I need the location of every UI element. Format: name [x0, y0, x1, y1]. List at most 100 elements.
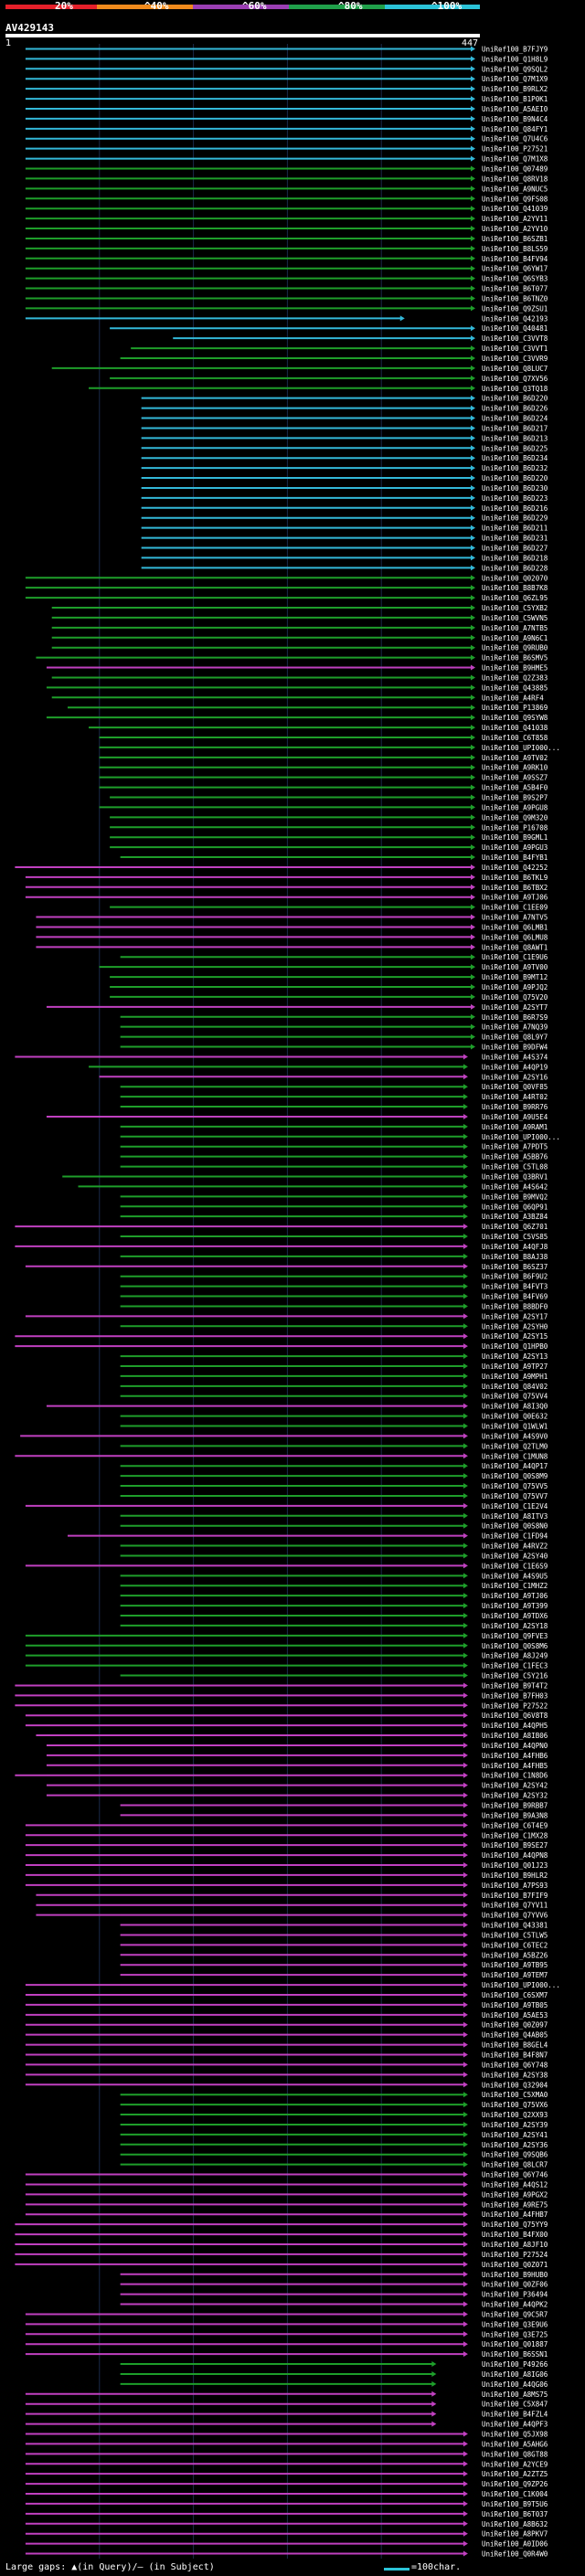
hit-label[interactable]: UniRef100_B4FZL4: [482, 2411, 548, 2419]
hit-label[interactable]: UniRef100_A2SY40: [482, 1552, 548, 1560]
hit-label[interactable]: UniRef100_C3VVR9: [482, 355, 548, 363]
hit-label[interactable]: UniRef100_C1E9U6: [482, 953, 548, 961]
hit-label[interactable]: UniRef100_A5B4F0: [482, 784, 548, 792]
hit-label[interactable]: UniRef100_Q8GT88: [482, 2450, 548, 2458]
hit-label[interactable]: UniRef100_A4FHB5: [482, 1762, 548, 1770]
hit-label[interactable]: UniRef100_B6D211: [482, 525, 548, 533]
hit-label[interactable]: UniRef100_B6D220: [482, 395, 548, 403]
hit-label[interactable]: UniRef100_A4S374: [482, 1053, 548, 1061]
hit-label[interactable]: UniRef100_Q8RV18: [482, 175, 548, 183]
hit-label[interactable]: UniRef100_B6SZB1: [482, 235, 548, 243]
hit-label[interactable]: UniRef100_A2SY39: [482, 2121, 548, 2129]
hit-label[interactable]: UniRef100_A2YCE9: [482, 2460, 548, 2468]
hit-label[interactable]: UniRef100_Q0S8M6: [482, 1642, 548, 1650]
hit-label[interactable]: UniRef100_A4QPK2: [482, 2301, 548, 2309]
hit-label[interactable]: UniRef100_Q8LUC7: [482, 365, 548, 373]
hit-label[interactable]: UniRef100_Q1HPB0: [482, 1342, 548, 1351]
hit-label[interactable]: UniRef100_C3VVT8: [482, 334, 548, 343]
hit-label[interactable]: UniRef100_A8B632: [482, 2520, 548, 2528]
hit-label[interactable]: UniRef100_A7PS93: [482, 1882, 548, 1890]
hit-label[interactable]: UniRef100_B6SSN1: [482, 2350, 548, 2359]
hit-label[interactable]: UniRef100_Q9RUB0: [482, 644, 548, 652]
hit-label[interactable]: UniRef100_B6D228: [482, 564, 548, 572]
hit-label[interactable]: UniRef100_A4QPH5: [482, 1722, 548, 1730]
hit-label[interactable]: UniRef100_B6R7S9: [482, 1013, 548, 1022]
hit-label[interactable]: UniRef100_Q41039: [482, 205, 548, 213]
hit-label[interactable]: UniRef100_B9A3N8: [482, 1811, 548, 1819]
hit-label[interactable]: UniRef100_Q0S8N0: [482, 1522, 548, 1531]
hit-label[interactable]: UniRef100_A9TB05: [482, 2001, 548, 2009]
hit-label[interactable]: UniRef100_P36494: [482, 2291, 548, 2299]
hit-label[interactable]: UniRef100_Q75V20: [482, 993, 548, 1002]
hit-label[interactable]: UniRef100_C1K004: [482, 2490, 548, 2498]
hit-label[interactable]: UniRef100_A2SY13: [482, 1352, 548, 1361]
hit-label[interactable]: UniRef100_C5VS85: [482, 1233, 548, 1241]
hit-label[interactable]: UniRef100_A9TDX6: [482, 1612, 548, 1620]
hit-label[interactable]: UniRef100_B6D231: [482, 535, 548, 543]
hit-label[interactable]: UniRef100_A9N6C1: [482, 634, 548, 642]
hit-label[interactable]: UniRef100_Q0E632: [482, 1413, 548, 1421]
hit-label[interactable]: UniRef100_A7PDT5: [482, 1143, 548, 1151]
hit-label[interactable]: UniRef100_C5Y216: [482, 1672, 548, 1680]
hit-label[interactable]: UniRef100_B4FV94: [482, 255, 548, 263]
hit-label[interactable]: UniRef100_B4FV69: [482, 1293, 548, 1301]
hit-label[interactable]: UniRef100_B9T5U6: [482, 2500, 548, 2508]
hit-label[interactable]: UniRef100_Q1H8L9: [482, 55, 548, 63]
hit-label[interactable]: UniRef100_Q7M1X8: [482, 155, 548, 164]
hit-label[interactable]: UniRef100_B4FX00: [482, 2231, 548, 2239]
hit-label[interactable]: UniRef100_B6T077: [482, 285, 548, 293]
hit-label[interactable]: UniRef100_Q8L9Y7: [482, 1034, 548, 1042]
hit-label[interactable]: UniRef100_C1EE09: [482, 904, 548, 912]
hit-label[interactable]: UniRef100_Q2Z383: [482, 673, 548, 682]
hit-label[interactable]: UniRef100_A2YV11: [482, 215, 548, 223]
hit-label[interactable]: UniRef100_Q01J23: [482, 1861, 548, 1870]
hit-label[interactable]: UniRef100_Q0ZF06: [482, 2281, 548, 2289]
hit-label[interactable]: UniRef100_A5BB76: [482, 1153, 548, 1161]
hit-label[interactable]: UniRef100_B7FIF9: [482, 1892, 548, 1900]
hit-label[interactable]: UniRef100_B7FH03: [482, 1691, 548, 1700]
hit-label[interactable]: UniRef100_A2ZTZ5: [482, 2470, 548, 2478]
hit-label[interactable]: UniRef100_UPI000...: [482, 1133, 560, 1141]
hit-label[interactable]: UniRef100_UPI000...: [482, 744, 560, 752]
hit-label[interactable]: UniRef100_Q6LMB1: [482, 923, 548, 931]
hit-label[interactable]: UniRef100_A2SYH0: [482, 1322, 548, 1330]
hit-label[interactable]: UniRef100_C3VVT1: [482, 345, 548, 353]
hit-label[interactable]: UniRef100_B7FJY9: [482, 45, 548, 53]
hit-label[interactable]: UniRef100_A4QFJ8: [482, 1243, 548, 1251]
hit-label[interactable]: UniRef100_Q7YV11: [482, 1902, 548, 1910]
hit-label[interactable]: UniRef100_B6D227: [482, 544, 548, 552]
hit-label[interactable]: UniRef100_C1N8D6: [482, 1772, 548, 1780]
hit-label[interactable]: UniRef100_A9PGU8: [482, 803, 548, 811]
hit-label[interactable]: UniRef100_B9HME5: [482, 664, 548, 673]
hit-label[interactable]: UniRef100_A9TB95: [482, 1961, 548, 1969]
hit-label[interactable]: UniRef100_C6TEC2: [482, 1941, 548, 1949]
hit-label[interactable]: UniRef100_Q6LMU8: [482, 933, 548, 941]
hit-label[interactable]: UniRef100_P13869: [482, 704, 548, 712]
hit-label[interactable]: UniRef100_B8B7K8: [482, 584, 548, 592]
hit-label[interactable]: UniRef100_A2SY17: [482, 1312, 548, 1320]
hit-label[interactable]: UniRef100_A0ID06: [482, 2540, 548, 2549]
hit-label[interactable]: UniRef100_A9NUC5: [482, 185, 548, 193]
hit-label[interactable]: UniRef100_A8JF10: [482, 2241, 548, 2249]
hit-label[interactable]: UniRef100_A5AE53: [482, 2011, 548, 2019]
hit-label[interactable]: UniRef100_A5BZ26: [482, 1951, 548, 1959]
hit-label[interactable]: UniRef100_A9MPH1: [482, 1373, 548, 1381]
hit-label[interactable]: UniRef100_B9HLR2: [482, 1871, 548, 1880]
hit-label[interactable]: UniRef100_Q9M320: [482, 813, 548, 822]
hit-label[interactable]: UniRef100_Q42252: [482, 864, 548, 872]
hit-label[interactable]: UniRef100_Q7XV56: [482, 375, 548, 383]
hit-label[interactable]: UniRef100_C1MHZ2: [482, 1582, 548, 1590]
hit-label[interactable]: UniRef100_Q9SYW8: [482, 714, 548, 722]
hit-label[interactable]: UniRef100_A4RVZ2: [482, 1542, 548, 1551]
hit-label[interactable]: UniRef100_A9PJQ2: [482, 983, 548, 991]
hit-label[interactable]: UniRef100_Q3E725: [482, 2330, 548, 2338]
hit-label[interactable]: UniRef100_Q3E9U6: [482, 2320, 548, 2328]
hit-label[interactable]: UniRef100_A9RK10: [482, 764, 548, 772]
hit-label[interactable]: UniRef100_B9MVQ2: [482, 1193, 548, 1201]
hit-label[interactable]: UniRef100_Q7YVV6: [482, 1912, 548, 1920]
hit-label[interactable]: UniRef100_Q8AWT1: [482, 943, 548, 951]
hit-label[interactable]: UniRef100_A5AEI0: [482, 105, 548, 113]
hit-label[interactable]: UniRef100_B9RBB7: [482, 1801, 548, 1809]
hit-label[interactable]: UniRef100_B9DFW4: [482, 1044, 548, 1052]
hit-label[interactable]: UniRef100_A2SYT7: [482, 1003, 548, 1012]
